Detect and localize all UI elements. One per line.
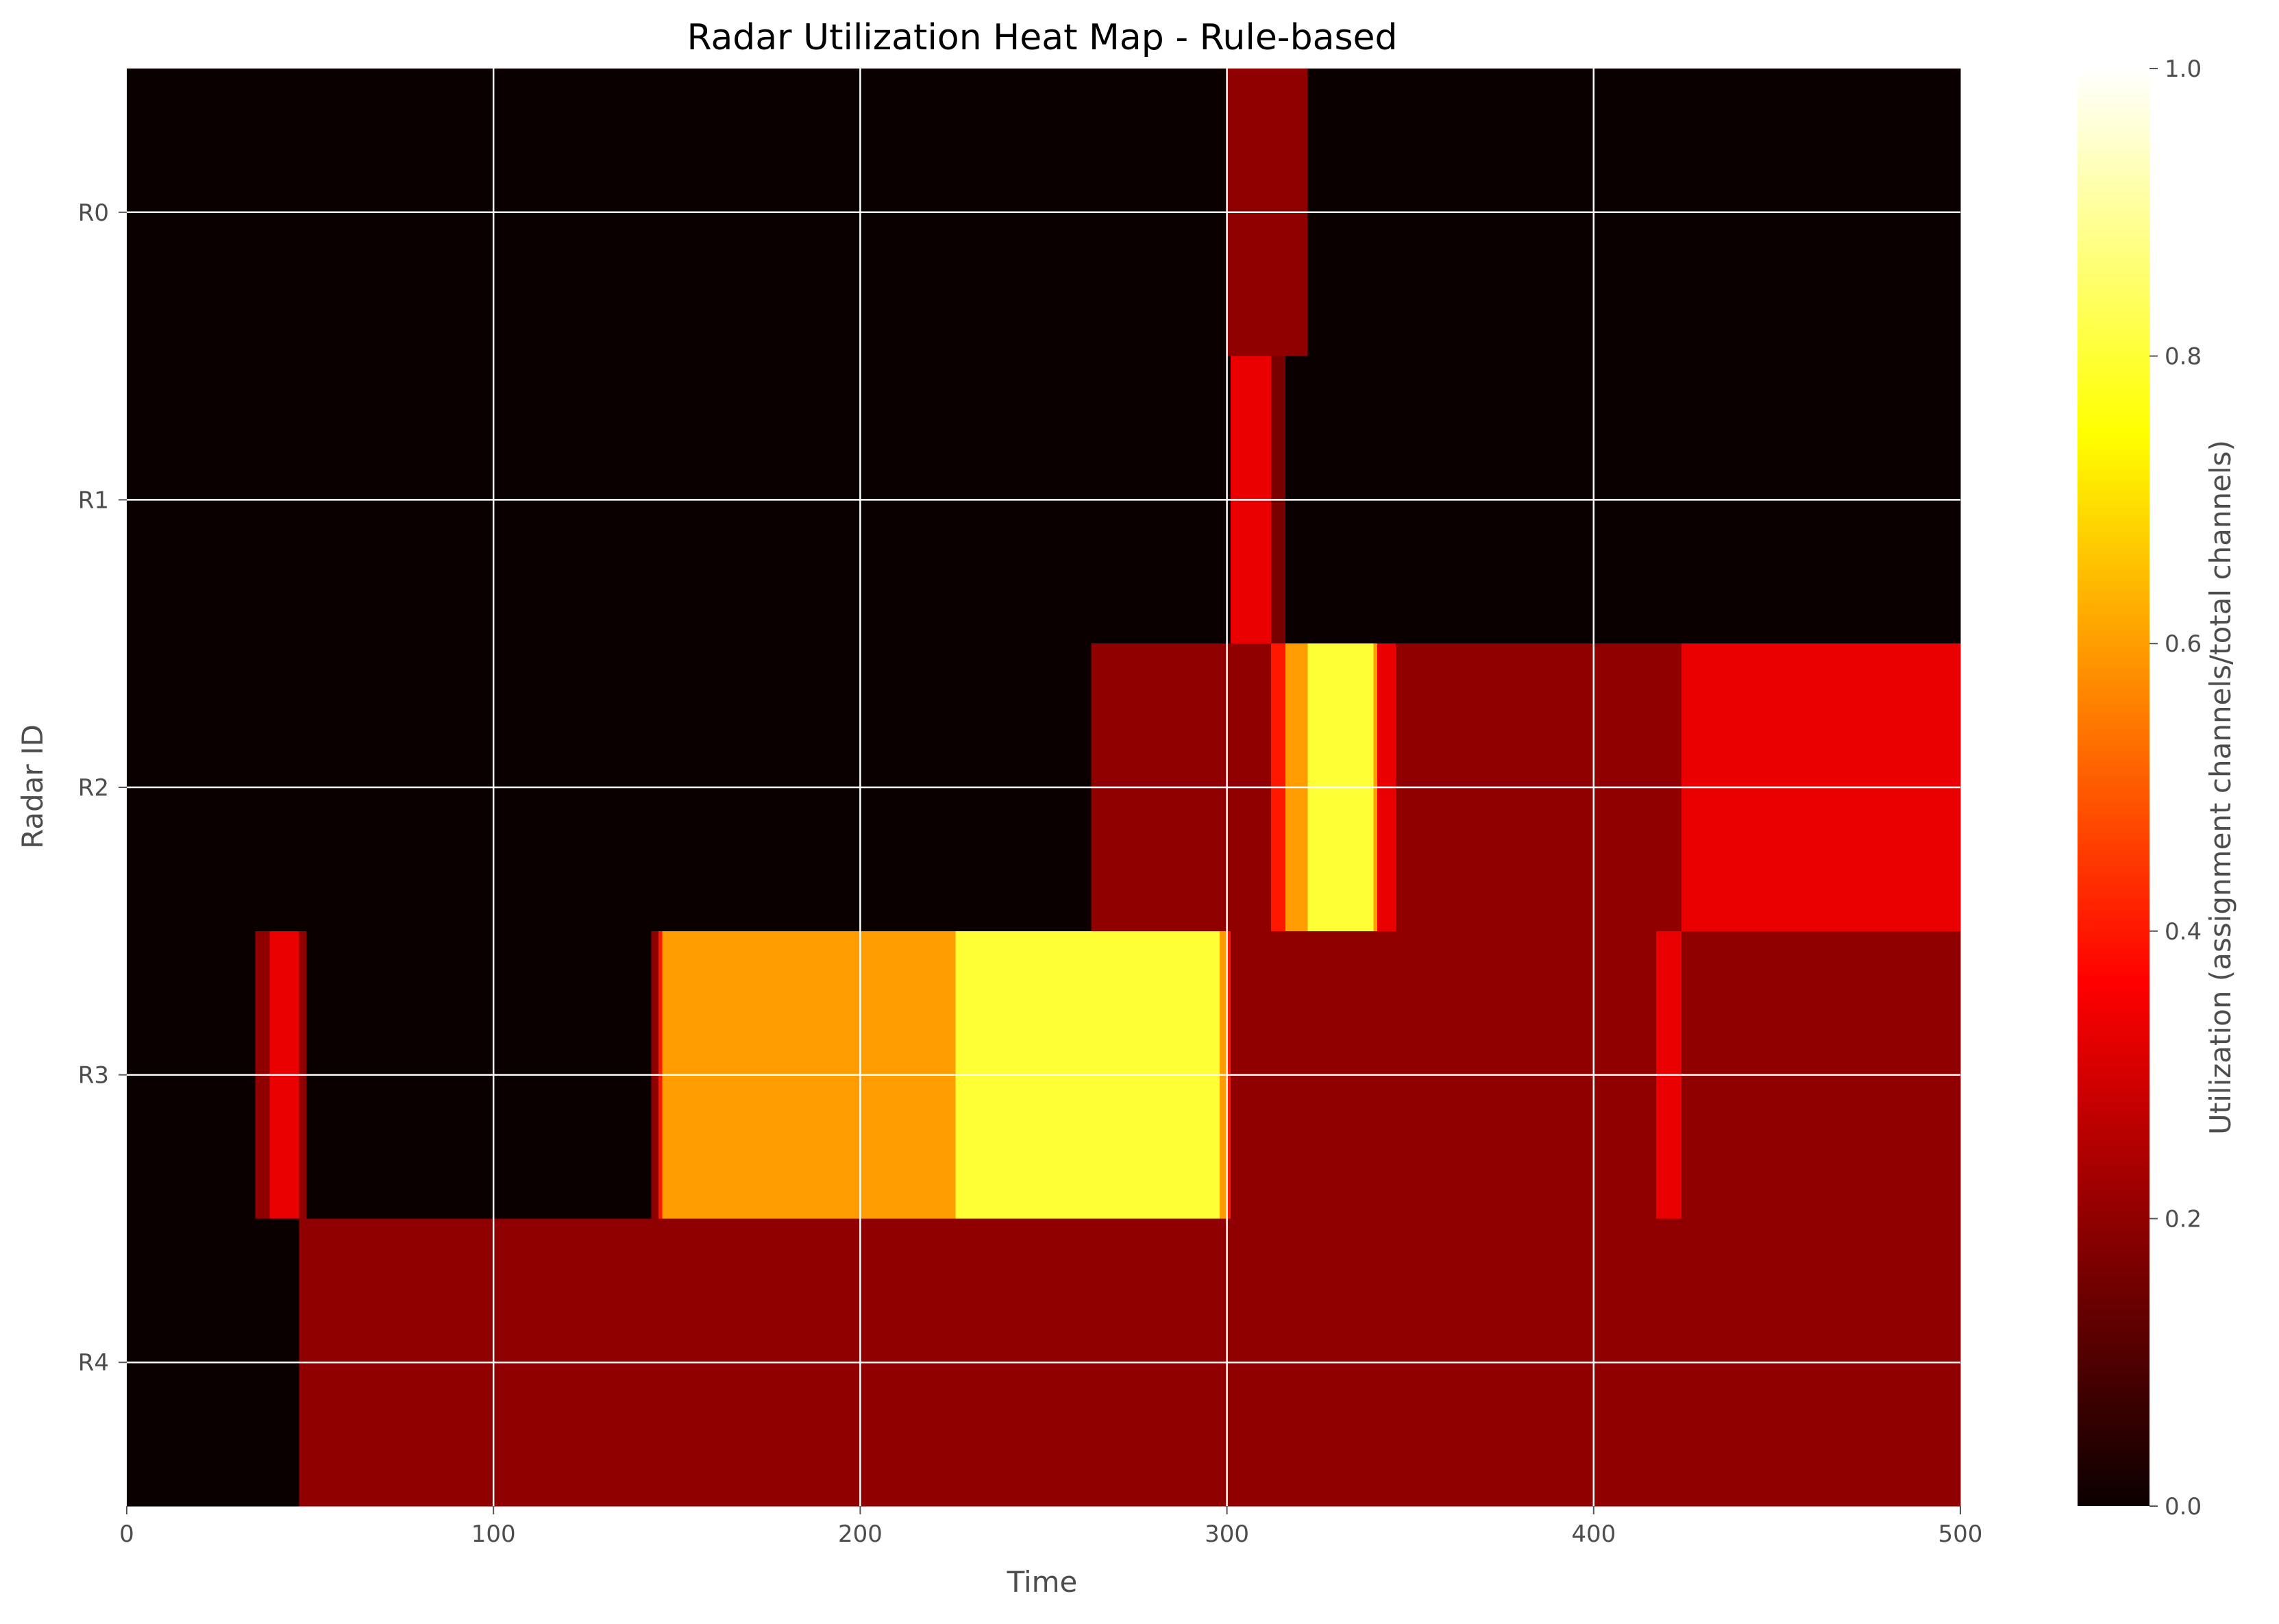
chart-title: Radar Utilization Heat Map - Rule-based xyxy=(687,17,1397,58)
x-axis-title: Time xyxy=(1007,1565,1078,1599)
colorbar-tick-label: 0.0 xyxy=(2165,1493,2202,1521)
grid-lines xyxy=(127,69,1960,1506)
y-tick-label: R2 xyxy=(78,774,109,802)
y-tick-label: R4 xyxy=(78,1349,109,1377)
x-tick-label: 200 xyxy=(838,1521,883,1548)
y-axis-title: Radar ID xyxy=(16,724,49,849)
colorbar: 0.0 0.2 0.4 0.6 0.8 1.0 xyxy=(2078,56,2202,1521)
colorbar-gradient xyxy=(2078,69,2149,1506)
y-axis: R0 R1 R2 R3 R4 xyxy=(78,199,127,1377)
colorbar-tick-label: 0.8 xyxy=(2165,343,2202,371)
colorbar-tick-label: 0.4 xyxy=(2165,918,2202,946)
colorbar-tick-label: 1.0 xyxy=(2165,56,2202,83)
y-tick-label: R3 xyxy=(78,1062,109,1090)
x-tick-label: 300 xyxy=(1205,1521,1249,1548)
x-tick-label: 500 xyxy=(1938,1521,1983,1548)
y-tick-label: R1 xyxy=(78,487,109,514)
x-axis: 0 100 200 300 400 500 xyxy=(119,1506,1982,1548)
colorbar-tick-label: 0.6 xyxy=(2165,630,2202,658)
x-tick-label: 0 xyxy=(119,1521,134,1548)
x-tick-label: 400 xyxy=(1571,1521,1616,1548)
colorbar-tick-label: 0.2 xyxy=(2165,1205,2202,1233)
y-tick-label: R0 xyxy=(78,199,109,227)
x-tick-label: 100 xyxy=(471,1521,516,1548)
colorbar-title: Utilization (assignment channels/total c… xyxy=(2204,440,2237,1135)
